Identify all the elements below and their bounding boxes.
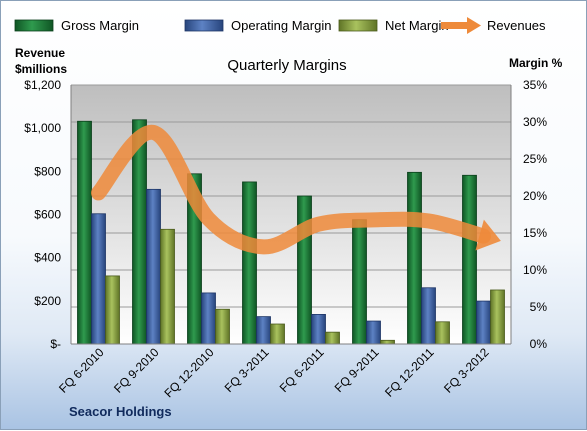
bar-gross-margin (407, 171, 422, 345)
bar-net-margin (380, 339, 395, 345)
revenue-line (91, 124, 491, 255)
x-tick-label: FQ 9-2010 (111, 345, 162, 396)
bar-net-margin (105, 275, 120, 345)
bar-net-margin (270, 323, 285, 345)
bar-gross-margin (242, 181, 257, 345)
bar-operating-margin (476, 300, 491, 345)
bar-net-margin (490, 289, 505, 345)
right-tick-label: 25% (523, 152, 547, 166)
x-tick-label: FQ 3-2011 (222, 345, 272, 395)
bar-gross-margin (352, 219, 367, 345)
right-tick-label: 5% (530, 300, 548, 314)
x-tick-label: FQ 12-2011 (382, 345, 437, 400)
left-tick-labels: $- $200 $400 $600 $800 $1,000 $1,200 (24, 78, 61, 351)
x-tick-label: FQ 9-2011 (332, 345, 382, 395)
revenue-line-group (91, 124, 501, 255)
legend-label-operating-margin: Operating Margin (231, 18, 331, 33)
right-tick-label: 30% (523, 115, 547, 129)
bar-operating-margin (421, 287, 436, 345)
right-tick-label: 35% (523, 78, 547, 92)
legend-label-net-margin: Net Margin (385, 18, 449, 33)
bar-gross-margin (297, 195, 312, 345)
legend: Gross Margin Operating Margin Net Margin Re… (14, 17, 546, 34)
left-tick-label: $- (50, 337, 61, 351)
right-axis-label: Margin % (509, 56, 563, 70)
bar-gross-margin (462, 174, 477, 345)
bar-net-margin (435, 321, 450, 345)
right-tick-label: 20% (523, 189, 547, 203)
chart-title: Quarterly Margins (227, 57, 346, 74)
legend-label-gross-margin: Gross Margin (61, 18, 139, 33)
bar-operating-margin (91, 213, 106, 345)
bar-operating-margin (256, 316, 271, 345)
left-tick-label: $800 (34, 164, 61, 178)
x-tick-label: FQ 6-2010 (56, 345, 107, 396)
legend-swatch-gross-margin (14, 19, 54, 32)
bar-operating-margin (201, 292, 216, 345)
x-tick-label: FQ 6-2011 (277, 345, 327, 395)
legend-swatch-net-margin (338, 19, 378, 32)
left-tick-label: $600 (34, 208, 61, 222)
bar-net-margin (215, 308, 230, 345)
legend-label-revenues: Revenues (487, 18, 546, 33)
left-tick-label: $200 (34, 294, 61, 308)
bar-net-margin (160, 228, 175, 345)
revenue-arrowhead (475, 219, 501, 251)
right-tick-labels: 0% 5% 10% 15% 20% 25% 30% 35% (523, 78, 547, 351)
right-tick-label: 15% (523, 226, 547, 240)
legend-arrow-icon (467, 17, 481, 34)
bar-operating-margin (311, 313, 326, 345)
bar-net-margin (325, 331, 340, 345)
company-name: Seacor Holdings (69, 404, 172, 419)
left-tick-label: $400 (34, 251, 61, 265)
right-tick-label: 0% (530, 337, 548, 351)
x-tick-labels: FQ 6-2010 FQ 9-2010 FQ 12-2010 FQ 3-2011 FQ … (56, 345, 492, 400)
left-axis-label-line2: $millions (15, 62, 67, 76)
right-tick-label: 10% (523, 263, 547, 277)
left-tick-label: $1,000 (24, 121, 61, 135)
left-axis-label-line1: Revenue (15, 46, 65, 60)
bar-operating-margin (146, 188, 161, 345)
legend-swatch-operating-margin (184, 19, 224, 32)
x-tick-label: FQ 3-2012 (441, 345, 492, 396)
bar-gross-margin (77, 120, 92, 345)
left-tick-label: $1,200 (24, 78, 61, 92)
x-tick-label: FQ 12-2010 (161, 345, 216, 400)
bar-operating-margin (366, 320, 381, 345)
